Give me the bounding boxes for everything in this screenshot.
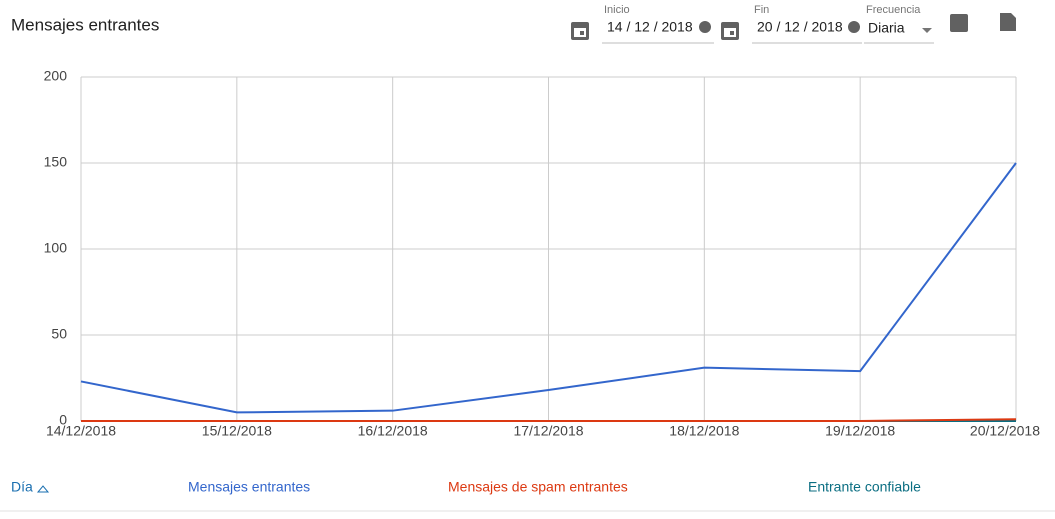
calendar-icon-day	[580, 31, 584, 35]
column-header[interactable]: Día	[11, 479, 33, 495]
y-tick-label: 0	[59, 412, 67, 428]
series-line	[81, 418, 1017, 422]
frequency-value[interactable]: Diaria	[868, 20, 905, 36]
y-tick-label: 200	[44, 68, 68, 84]
frequency-label: Frecuencia	[866, 4, 921, 16]
x-tick-label: 16/12/2018	[358, 423, 428, 439]
x-tick-label: 15/12/2018	[202, 423, 272, 439]
export-icon[interactable]	[1000, 13, 1016, 31]
series-line	[80, 162, 1017, 414]
x-tick-label: 19/12/2018	[825, 423, 895, 439]
calendar-icon-day	[730, 31, 734, 35]
title: Mensajes entrantes	[11, 15, 159, 34]
x-tick-label: 18/12/2018	[669, 423, 739, 439]
x-tick-label: 17/12/2018	[513, 423, 583, 439]
column-header[interactable]: Mensajes entrantes	[188, 479, 310, 495]
end-label: Fin	[754, 4, 769, 16]
start-date-picker[interactable]: Inicio 14 / 12 / 2018	[571, 4, 714, 44]
column-header[interactable]: Entrante confiable	[808, 479, 921, 495]
y-tick-label: 100	[44, 240, 68, 256]
y-tick-label: 50	[51, 326, 67, 342]
column-header[interactable]: Mensajes de spam entrantes	[448, 479, 628, 495]
frequency-select[interactable]: Frecuencia Diaria	[864, 4, 934, 44]
end-date-picker[interactable]: Fin 20 / 12 / 2018	[721, 4, 862, 44]
start-label: Inicio	[604, 4, 630, 16]
sort-indicator[interactable]	[36, 485, 50, 493]
end-value[interactable]: 20 / 12 / 2018	[757, 19, 843, 35]
chart-icon[interactable]	[950, 14, 968, 32]
x-tick-label: 14/12/2018	[46, 423, 116, 439]
clear-icon[interactable]	[699, 21, 711, 33]
dropdown-arrow[interactable]	[922, 28, 932, 33]
x-tick-label: 20/12/2018	[970, 423, 1040, 439]
y-tick-label: 150	[44, 154, 68, 170]
start-value[interactable]: 14 / 12 / 2018	[607, 19, 693, 35]
clear-icon[interactable]	[848, 21, 860, 33]
